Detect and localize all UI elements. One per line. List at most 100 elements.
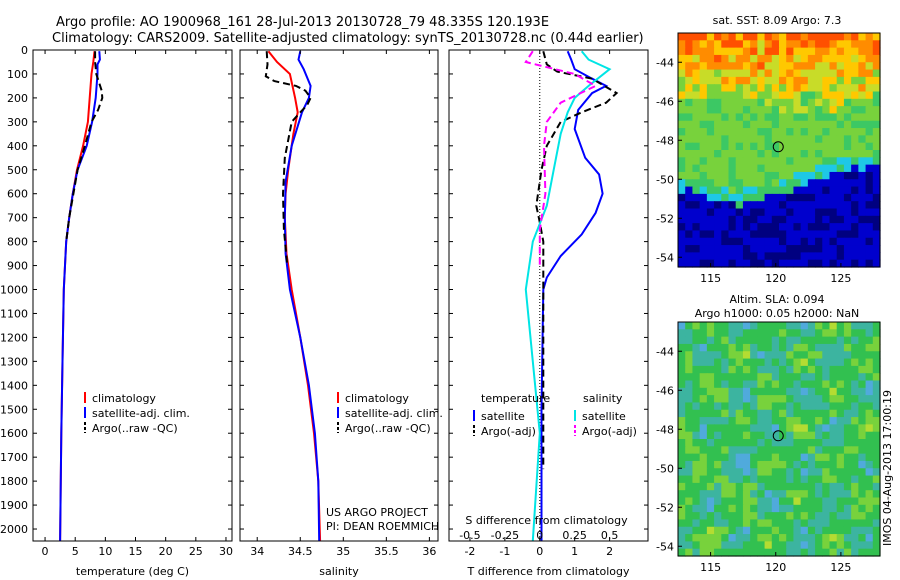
map-frame: [677, 321, 881, 557]
s-tick-label: 0.25: [562, 529, 587, 542]
y-tick-label: 0: [21, 44, 28, 57]
series-line-climatology: [59, 51, 96, 542]
series-line-climatology: [267, 50, 322, 542]
figure-title-line1: Argo profile: AO 1900968_161 28-Jul-2013…: [56, 15, 549, 30]
series-line-argo-raw-qc-: [264, 51, 312, 266]
x-axis-label: temperature (deg C): [76, 565, 189, 578]
plot-frame: [448, 49, 649, 542]
y-tick-label: -46: [656, 95, 674, 108]
x-tick-label: 1: [571, 545, 578, 558]
legend-entry: Argo(..raw -QC): [92, 422, 178, 435]
x-tick-label: 0: [536, 545, 543, 558]
x-tick-label: 0: [42, 545, 49, 558]
y-tick-label: 300: [7, 116, 28, 129]
legend-header-temperature: temperature: [481, 392, 550, 405]
y-tick-label: 1900: [0, 499, 28, 512]
legend-entry: satellite: [481, 410, 525, 423]
map-title: Altim. SLA: 0.094: [729, 293, 824, 306]
y-tick-label: 1800: [0, 475, 28, 488]
y-tick-label: -46: [656, 384, 674, 397]
x-tick-label: 120: [765, 561, 786, 574]
x-tick-label: 36: [422, 545, 436, 558]
y-tick-label: 1200: [0, 331, 28, 344]
map-cells: [678, 322, 881, 557]
annotation-pi: PI: DEAN ROEMMICH: [326, 520, 439, 533]
y-tick-label: 800: [7, 236, 28, 249]
x-tick-label: 115: [700, 561, 721, 574]
series-line-satellite-adj-clim-: [283, 50, 321, 542]
x-tick-label: 25: [189, 545, 203, 558]
y-tick-label: 1000: [0, 284, 28, 297]
plot-frame: [239, 49, 439, 542]
x-tick-label: 125: [830, 561, 851, 574]
map-frame: [677, 32, 881, 268]
legend-entry: Argo(-adj): [481, 425, 536, 438]
y-tick-label: 2000: [0, 523, 28, 536]
y-tick-label: -44: [656, 56, 674, 69]
map-title: sat. SST: 8.09 Argo: 7.3: [713, 14, 842, 27]
sla-map-panel: 115 120 125 -44 -46 -48 -50 -52 -54 Altim. SLA: 0…: [656, 293, 881, 574]
y-tick-label: -54: [656, 251, 674, 264]
s-tick-label: -0.25: [491, 529, 519, 542]
y-tick-label: -50: [656, 462, 674, 475]
profile-panel-2: 34 34.5 35 35.5 36 salinity climatology satelli…: [239, 49, 443, 578]
y-tick-label: -48: [656, 134, 674, 147]
series-line-salinity-satellite: [524, 50, 612, 542]
y-tick-label: 500: [7, 164, 28, 177]
x-tick-label: 2: [606, 545, 613, 558]
x-tick-label: 20: [159, 545, 173, 558]
x-tick-label: 34.5: [288, 545, 313, 558]
y-tick-label: 200: [7, 92, 28, 105]
series-line-argo-raw-qc-: [65, 51, 104, 242]
y-tick-label: 1400: [0, 379, 28, 392]
x-tick-label: 115: [700, 272, 721, 285]
x-axis-label: T difference from climatology: [467, 565, 630, 578]
y-tick-label: 100: [7, 68, 28, 81]
s-axis-label: S difference from climatology: [465, 514, 628, 527]
y-tick-label: -50: [656, 173, 674, 186]
series-line-satellite-adj-clim-: [59, 51, 101, 542]
x-tick-label: -2: [464, 545, 475, 558]
x-tick-label: 35: [336, 545, 350, 558]
y-tick-label: -52: [656, 212, 674, 225]
x-tick-label: 10: [98, 545, 112, 558]
y-tick-label: -52: [656, 501, 674, 514]
legend-header-salinity: salinity: [583, 392, 623, 405]
profile-panel-3: -2 -1 0 1 2 T difference from climatology temp…: [448, 49, 649, 578]
legend-entry: satellite-adj. clim.: [92, 407, 190, 420]
y-tick-label: 700: [7, 212, 28, 225]
y-tick-label: 1700: [0, 451, 28, 464]
s-tick-label: 0.5: [601, 529, 619, 542]
plot-frame: [32, 49, 233, 542]
legend-entry: Argo(..raw -QC): [345, 422, 431, 435]
legend-entry: satellite-adj. clim.: [345, 407, 443, 420]
x-tick-label: 30: [219, 545, 233, 558]
x-tick-label: 120: [765, 272, 786, 285]
profile-panel-1: 0 5 10 15 20 25 30 temperature (deg C) 0 100 200 30…: [0, 44, 233, 578]
y-tick-label: 400: [7, 140, 28, 153]
series-line-temperature-argo-adj-: [535, 50, 619, 470]
x-tick-label: 35.5: [374, 545, 399, 558]
series-line-salinity-argo-adj-: [524, 50, 598, 266]
y-tick-label: 900: [7, 260, 28, 273]
y-tick-label: 1100: [0, 307, 28, 320]
s-tick-label: -0.5: [459, 529, 480, 542]
x-tick-label: 125: [830, 272, 851, 285]
figure-title-line2: Climatology: CARS2009. Satellite-adjuste…: [52, 31, 644, 46]
annotation-project: US ARGO PROJECT: [326, 506, 428, 519]
y-tick-label: 1500: [0, 403, 28, 416]
legend-entry: climatology: [92, 392, 156, 405]
imos-timestamp: IMOS 04-Aug-2013 17:00:19: [881, 390, 894, 546]
s-tick-label: 0: [536, 529, 543, 542]
series-line-temperature-satellite: [540, 50, 609, 541]
argo-location-marker: [772, 430, 784, 442]
x-axis-label: salinity: [319, 565, 359, 578]
y-tick-label: -44: [656, 345, 674, 358]
map-cells: [678, 33, 881, 268]
y-tick-label: -54: [656, 540, 674, 553]
map-subtitle: Argo h1000: 0.05 h2000: NaN: [695, 307, 860, 320]
y-tick-label: -48: [656, 423, 674, 436]
legend-entry: satellite: [582, 410, 626, 423]
y-tick-label: 600: [7, 188, 28, 201]
